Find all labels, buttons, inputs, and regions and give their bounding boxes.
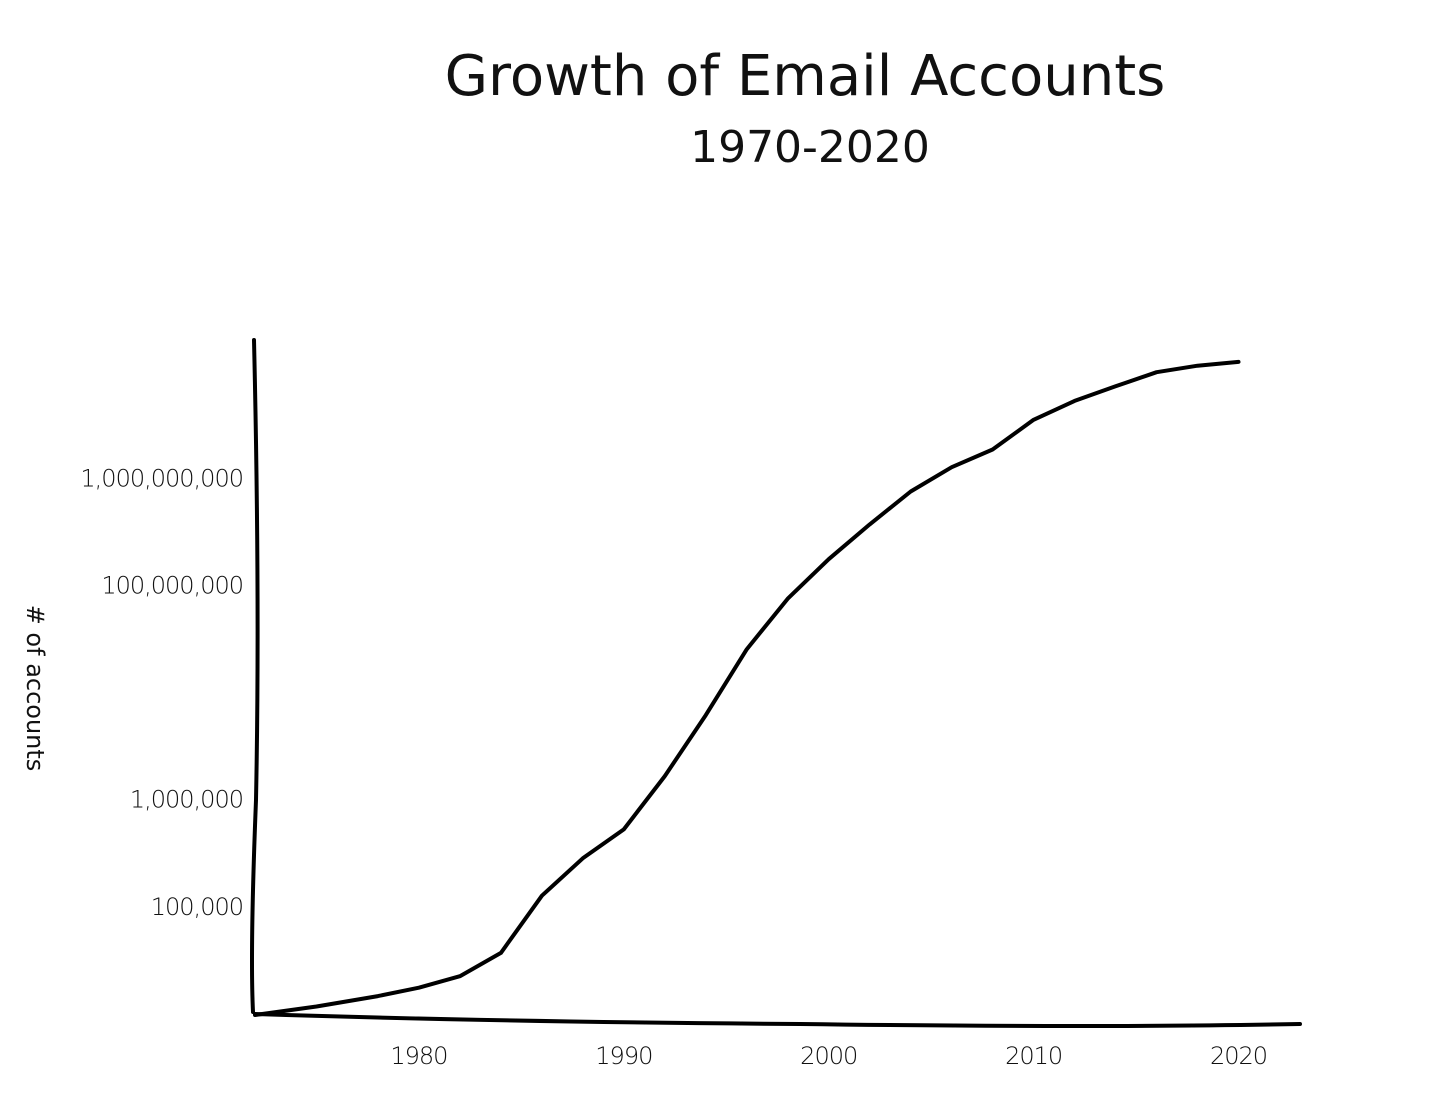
chart-title: Growth of Email Accounts <box>445 44 1166 109</box>
y-axis <box>250 338 260 1014</box>
line <box>253 359 1241 1017</box>
x-tick-label: 1980 <box>390 1042 447 1070</box>
x-axis <box>253 1012 1302 1028</box>
x-tick-label: 2020 <box>1210 1042 1267 1070</box>
x-tick-label: 2000 <box>800 1042 857 1070</box>
y-tick-label: 100,000 <box>151 893 243 921</box>
x-tick-label: 2010 <box>1005 1042 1062 1070</box>
y-tick-label: 100,000,000 <box>101 571 243 599</box>
x-tick-label: 1990 <box>595 1042 652 1070</box>
y-tick-label: 1,000,000,000 <box>80 464 243 492</box>
chart-subtitle: 1970-2020 <box>690 122 930 173</box>
y-axis-label: # of accounts <box>21 605 49 772</box>
y-tick-label: 1,000,000 <box>130 786 243 814</box>
